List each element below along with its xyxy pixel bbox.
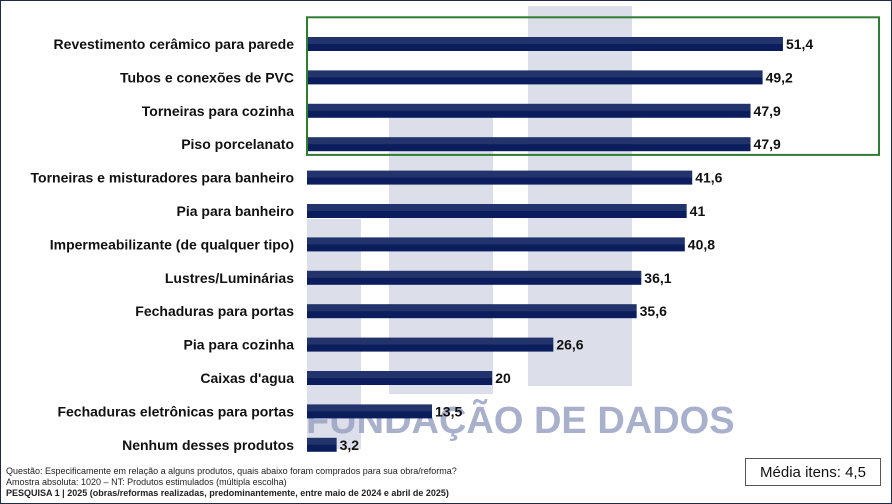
bar-fill [307, 170, 693, 185]
bar-fill [307, 371, 493, 385]
bar-sheen [307, 304, 637, 312]
bars [307, 37, 783, 452]
value-label: 41 [690, 203, 706, 219]
category-label: Lustres/Luminárias [165, 270, 294, 286]
bar-1 [307, 37, 783, 51]
value-label: 47,9 [754, 103, 781, 119]
bar-9 [307, 304, 637, 319]
footer-sample: Amostra absoluta: 1020 – NT: Produtos es… [6, 477, 287, 487]
bar-4 [307, 137, 751, 152]
bar-sheen [307, 37, 783, 44]
bar-2 [307, 70, 763, 85]
average-label: Média itens: 4,5 [760, 463, 866, 481]
category-label: Nenhum desses produtos [122, 437, 294, 453]
watermark-block-2 [389, 114, 493, 394]
bar-sheen [307, 103, 751, 111]
value-label: 51,4 [786, 36, 813, 52]
value-label: 49,2 [766, 69, 793, 85]
bar-sheen [307, 170, 693, 178]
value-label: 36,1 [644, 270, 671, 286]
value-label: 40,8 [688, 236, 715, 252]
category-label: Torneiras e misturadores para banheiro [31, 170, 295, 186]
bar-10 [307, 337, 554, 352]
value-label: 20 [495, 370, 511, 386]
value-label: 26,6 [556, 337, 583, 353]
bar-fill [307, 37, 783, 51]
value-label: 13,5 [435, 403, 462, 419]
highlight-box [306, 16, 880, 156]
bar-fill [307, 337, 554, 352]
value-label: 47,9 [754, 136, 781, 152]
category-label: Torneiras para cozinha [142, 103, 294, 119]
bar-11 [307, 371, 493, 385]
bar-13 [307, 437, 337, 452]
value-label: 41,6 [695, 170, 722, 186]
bar-6 [307, 204, 687, 218]
bar-sheen [307, 137, 751, 145]
watermark: FUNDAÇÃO DE DADOS [306, 6, 735, 449]
category-label: Piso porcelanato [181, 136, 294, 152]
value-labels: 51,4 49,2 47,9 47,9 41,6 41 40,8 36,1 35,6 26,6 20… [340, 36, 814, 453]
bar-fill [307, 237, 685, 252]
bar-sheen [307, 237, 685, 245]
bar-5 [307, 170, 693, 185]
category-label: Pia para cozinha [184, 337, 295, 353]
category-label: Fechaduras eletrônicas para portas [57, 403, 294, 419]
bar-fill [307, 103, 751, 118]
value-label: 3,2 [340, 437, 360, 453]
category-label: Pia para banheiro [177, 203, 294, 219]
bar-fill [307, 437, 337, 452]
bar-sheen [307, 404, 433, 412]
bar-sheen [307, 70, 763, 78]
category-label: Caixas d'agua [200, 370, 294, 386]
category-label: Impermeabilizante (de qualquer tipo) [50, 236, 294, 252]
bar-fill [307, 137, 751, 152]
bar-fill [307, 204, 687, 218]
bar-8 [307, 270, 642, 285]
bar-7 [307, 237, 685, 252]
bar-3 [307, 103, 751, 118]
bar-12 [307, 404, 433, 419]
bar-sheen [307, 437, 337, 445]
value-label: 35,6 [640, 303, 667, 319]
category-label: Revestimento cerâmico para parede [54, 36, 295, 52]
bar-sheen [307, 204, 687, 211]
footer-question: Questão: Especificamente em relação a al… [6, 466, 457, 476]
bar-fill [307, 304, 637, 319]
bar-fill [307, 70, 763, 85]
category-label: Tubos e conexões de PVC [120, 69, 294, 85]
watermark-block-1 [528, 6, 632, 386]
bar-sheen [307, 371, 493, 378]
bar-fill [307, 270, 642, 285]
bar-fill [307, 404, 433, 419]
footer-survey: PESQUISA 1 | 2025 (obras/reformas realiz… [6, 488, 449, 498]
bar-sheen [307, 270, 642, 278]
average-box: Média itens: 4,5 [745, 458, 881, 486]
category-label: Fechaduras para portas [135, 303, 294, 319]
bar-sheen [307, 337, 554, 345]
category-labels: Revestimento cerâmico para parede Tubos e… [31, 36, 295, 453]
